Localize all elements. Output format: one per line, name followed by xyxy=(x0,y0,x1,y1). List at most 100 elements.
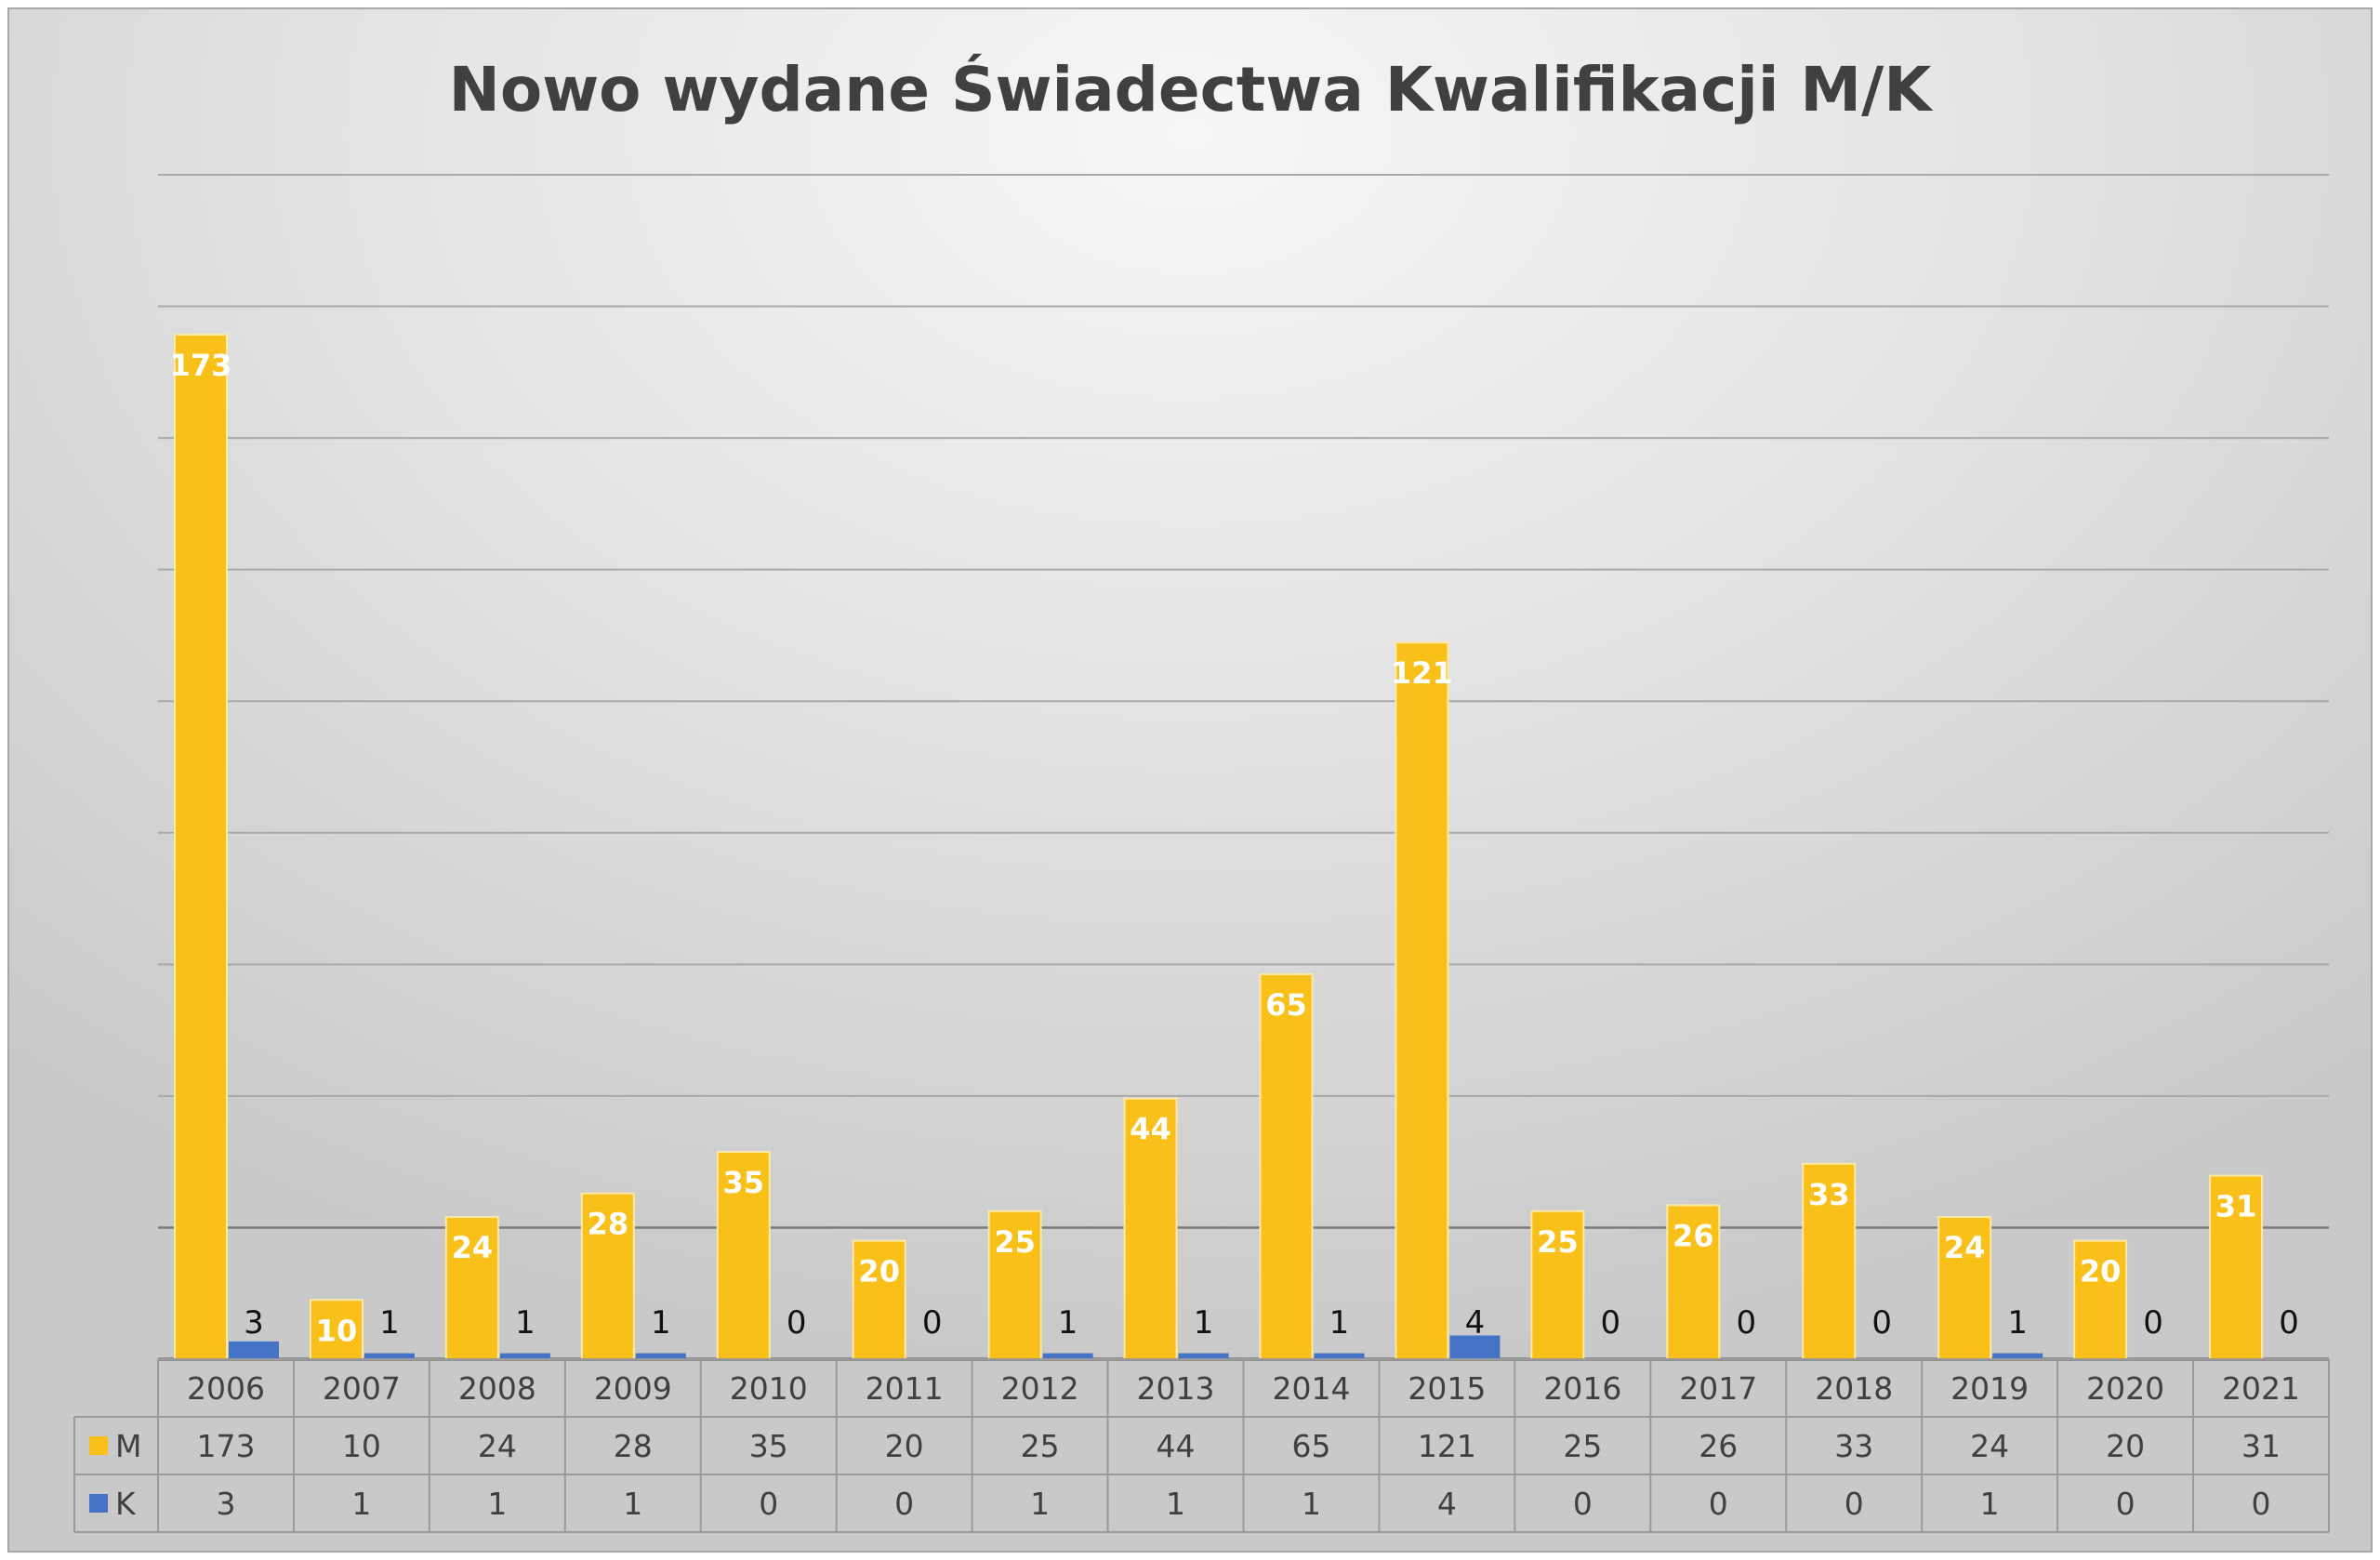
table-cell-K-2015: 4 xyxy=(1437,1486,1457,1522)
chart-title: Nowo wydane Świadectwa Kwalifikacji M/K xyxy=(448,54,1932,126)
table-cell-K-2007: 1 xyxy=(351,1486,371,1522)
x-tick-label-2006: 2006 xyxy=(187,1370,265,1407)
data-label-m-2009: 28 xyxy=(588,1207,629,1242)
table-cell-K-2019: 1 xyxy=(1980,1486,2000,1522)
data-table: 2006 2007 2008 2009 2010 2011 2012 2013 2014 2015… xyxy=(73,1358,2330,1533)
table-cell-K-2010: 0 xyxy=(759,1486,778,1522)
x-tick-label-2021: 2021 xyxy=(2222,1370,2300,1407)
table-cell-M-2018: 33 xyxy=(1834,1428,1873,1464)
table-cell-M-2008: 24 xyxy=(478,1428,517,1464)
bar-m-2010 xyxy=(716,1151,771,1361)
legend-key-M xyxy=(89,1436,108,1455)
x-tick-label-2019: 2019 xyxy=(1950,1370,2029,1407)
bar-k-2009 xyxy=(635,1353,686,1359)
bar-m-2015 xyxy=(1395,641,1449,1360)
x-tick-label-2010: 2010 xyxy=(730,1370,808,1407)
bars xyxy=(174,333,2264,1361)
table-cell-K-2016: 0 xyxy=(1573,1486,1593,1522)
data-label-m-2007: 10 xyxy=(316,1313,358,1348)
bar-m-2011 xyxy=(852,1239,906,1360)
data-label-k-2009: 1 xyxy=(651,1304,671,1342)
data-label-m-2006: 173 xyxy=(170,348,232,383)
data-label-m-2008: 24 xyxy=(452,1230,494,1265)
table-cell-M-2007: 10 xyxy=(342,1428,381,1464)
table-cell-M-2017: 26 xyxy=(1699,1428,1738,1464)
data-label-m-2018: 33 xyxy=(1808,1177,1850,1212)
data-label-m-2013: 44 xyxy=(1130,1112,1171,1147)
data-label-k-2015: 4 xyxy=(1465,1304,1486,1342)
data-label-k-2013: 1 xyxy=(1194,1304,1214,1342)
x-tick-label-2020: 2020 xyxy=(2086,1370,2164,1407)
gridlines xyxy=(158,174,2329,1361)
bar-m-2016 xyxy=(1530,1210,1585,1360)
bar-m-2017 xyxy=(1666,1204,1721,1360)
data-label-k-2008: 1 xyxy=(515,1304,536,1342)
data-label-k-2006: 3 xyxy=(244,1304,264,1342)
x-tick-label-2017: 2017 xyxy=(1679,1370,1757,1407)
legend-label-M: M xyxy=(115,1428,141,1464)
x-tick-label-2018: 2018 xyxy=(1815,1370,1893,1407)
table-cell-K-2021: 0 xyxy=(2252,1486,2271,1522)
legend-label-K: K xyxy=(115,1486,137,1522)
data-label-m-2019: 24 xyxy=(1944,1230,1986,1265)
table-cell-K-2020: 0 xyxy=(2116,1486,2135,1522)
table-cell-K-2014: 1 xyxy=(1302,1486,1321,1522)
table-cell-M-2019: 24 xyxy=(1970,1428,2009,1464)
table-cell-K-2006: 3 xyxy=(216,1486,235,1522)
data-label-k-2019: 1 xyxy=(2007,1304,2028,1342)
data-label-m-2011: 20 xyxy=(858,1254,900,1289)
data-label-k-2017: 0 xyxy=(1736,1304,1756,1342)
table-cell-K-2012: 1 xyxy=(1030,1486,1050,1522)
data-label-k-2012: 1 xyxy=(1058,1304,1078,1342)
bar-k-2008 xyxy=(499,1353,550,1359)
bar-m-2006 xyxy=(174,333,228,1360)
x-tick-label-2016: 2016 xyxy=(1543,1370,1621,1407)
data-label-m-2020: 20 xyxy=(2080,1254,2122,1289)
table-cell-K-2009: 1 xyxy=(623,1486,642,1522)
data-label-k-2018: 0 xyxy=(1871,1304,1892,1342)
bar-m-2018 xyxy=(1802,1162,1857,1361)
bar-k-2006 xyxy=(229,1341,279,1359)
x-tick-label-2015: 2015 xyxy=(1408,1370,1486,1407)
x-tick-label-2013: 2013 xyxy=(1137,1370,1215,1407)
table-cell-M-2006: 173 xyxy=(196,1428,255,1464)
x-tick-label-2007: 2007 xyxy=(323,1370,401,1407)
data-label-m-2021: 31 xyxy=(2215,1189,2257,1224)
bar-m-2019 xyxy=(1937,1216,1992,1360)
data-label-k-2011: 0 xyxy=(922,1304,943,1342)
table-cell-M-2009: 28 xyxy=(614,1428,653,1464)
bar-m-2014 xyxy=(1259,972,1314,1360)
table-cell-M-2021: 31 xyxy=(2241,1428,2281,1464)
table-cell-M-2014: 65 xyxy=(1291,1428,1330,1464)
table-cell-K-2011: 0 xyxy=(894,1486,914,1522)
data-label-k-2020: 0 xyxy=(2143,1304,2163,1342)
data-label-m-2016: 25 xyxy=(1537,1224,1579,1260)
data-label-k-2014: 1 xyxy=(1329,1304,1350,1342)
data-label-m-2012: 25 xyxy=(994,1224,1036,1260)
table-cell-M-2020: 20 xyxy=(2106,1428,2145,1464)
table-cell-K-2018: 0 xyxy=(1844,1486,1864,1522)
data-label-m-2015: 121 xyxy=(1391,655,1453,691)
data-label-m-2010: 35 xyxy=(722,1165,764,1200)
data-label-m-2014: 65 xyxy=(1265,987,1307,1023)
table-cell-K-2017: 0 xyxy=(1709,1486,1728,1522)
data-label-k-2016: 0 xyxy=(1601,1304,1621,1342)
bar-k-2015 xyxy=(1449,1335,1501,1359)
table-cell-M-2010: 35 xyxy=(749,1428,788,1464)
bar-k-2007 xyxy=(364,1353,415,1359)
table-cell-K-2013: 1 xyxy=(1166,1486,1185,1522)
table-cell-M-2015: 121 xyxy=(1418,1428,1476,1464)
x-tick-label-2014: 2014 xyxy=(1272,1370,1350,1407)
chart-frame: Nowo wydane Świadectwa Kwalifikacji M/K xyxy=(7,7,2373,1553)
x-tick-label-2012: 2012 xyxy=(1001,1370,1079,1407)
x-tick-label-2009: 2009 xyxy=(594,1370,672,1407)
data-label-k-2021: 0 xyxy=(2279,1304,2299,1342)
bar-m-2009 xyxy=(580,1192,635,1361)
bar-m-2012 xyxy=(987,1210,1042,1360)
table-cell-M-2012: 25 xyxy=(1021,1428,1060,1464)
x-tick-label-2011: 2011 xyxy=(866,1370,944,1407)
legend-key-K xyxy=(89,1494,108,1513)
data-label-m-2017: 26 xyxy=(1673,1218,1714,1253)
